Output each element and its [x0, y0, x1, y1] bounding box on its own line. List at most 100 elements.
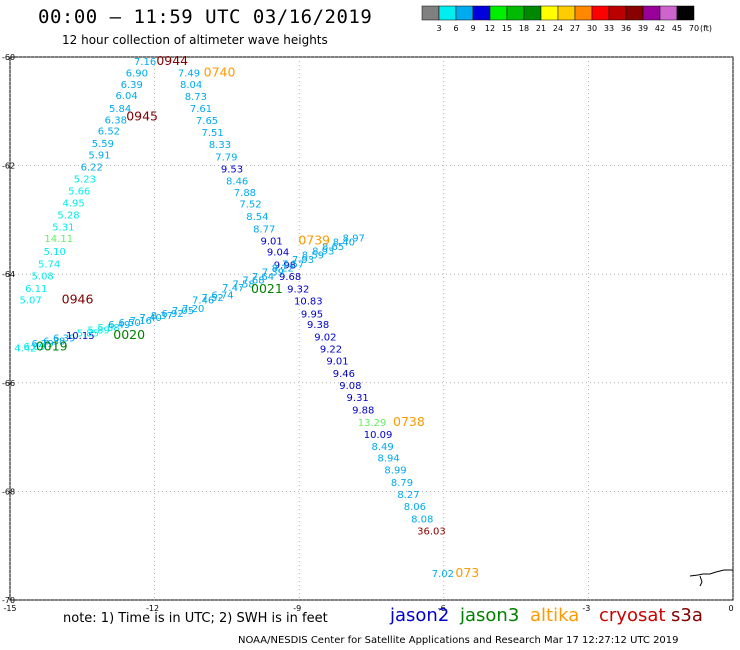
wave-height-value: 7.88	[234, 188, 256, 199]
wave-height-value: 5.88	[97, 323, 119, 334]
x-tick-label: -15	[3, 604, 16, 613]
pass-time-label: 0739	[298, 233, 330, 248]
legend-jason3: jason3	[460, 605, 520, 626]
legend-altika: altika	[530, 605, 580, 626]
wave-height-value: 7.79	[215, 152, 237, 163]
wave-height-value: 6.04	[115, 91, 137, 102]
colorbar-swatch	[506, 5, 525, 21]
colorbar-swatch	[557, 5, 576, 21]
x-tick-label: -9	[293, 604, 301, 613]
axis-ticks: -15 -12 -9 -6 -3 0 -60 -62 -64 -66 -68 -70	[2, 53, 734, 613]
wave-height-value: 7.58	[232, 279, 254, 290]
colorbar-label: 45	[672, 24, 682, 33]
pass-time-label: 0944	[156, 53, 188, 68]
wave-height-value: 9.31	[347, 393, 369, 404]
pass-time-label: 0945	[126, 109, 158, 124]
y-tick-label: -68	[2, 487, 15, 496]
x-tick-label: 0	[728, 604, 733, 613]
y-tick-label: -62	[2, 162, 15, 171]
colorbar-swatch	[608, 5, 627, 21]
wave-height-value: 7.47	[222, 283, 244, 294]
wave-height-value: 7.68	[242, 276, 264, 287]
wave-height-value: 6.52	[98, 126, 120, 137]
page-subtitle: 12 hour collection of altimeter wave hei…	[62, 33, 328, 47]
wave-height-value: 4.95	[63, 199, 85, 210]
wave-height-value: 9.53	[221, 164, 243, 175]
colorbar-swatch	[574, 5, 593, 21]
wave-height-value: 8.94	[378, 454, 400, 465]
colorbar-label: 39	[638, 24, 648, 33]
pass-time-label: 0019	[36, 338, 68, 353]
wave-height-value: 6.90	[126, 69, 148, 80]
wave-height-value: 9.32	[287, 284, 309, 295]
wave-height-value: 9.01	[326, 357, 348, 368]
wave-height-value: 9.46	[333, 369, 355, 380]
wave-height-value: 6.92	[161, 309, 183, 320]
colorbar-label: 42	[655, 24, 665, 33]
y-tick-label: -64	[2, 270, 15, 279]
wave-height-value: 5.59	[92, 139, 114, 150]
footnote: note: 1) Time is in UTC; 2) SWH is in fe…	[63, 611, 328, 626]
wave-height-value: 9.08	[339, 381, 361, 392]
wave-height-value: 5.23	[74, 175, 96, 186]
wave-height-value: 7.57	[282, 259, 304, 270]
colorbar-label: 9	[470, 24, 475, 33]
wave-height-value: 4.42	[14, 344, 36, 355]
wave-height-value: 5.89	[87, 326, 109, 337]
colorbar-label: 27	[570, 24, 580, 33]
wave-height-value: 8.77	[253, 225, 275, 236]
colorbar-label: 3	[436, 24, 441, 33]
wave-height-value: 6.39	[53, 334, 75, 345]
wave-height-value: 9.38	[307, 320, 329, 331]
wave-height-value: 9.02	[314, 333, 336, 344]
colorbar-label: 24	[553, 24, 563, 33]
wave-height-value: 8.22	[272, 264, 294, 275]
wave-height-value: 7.51	[202, 128, 224, 139]
wave-height-value: 8.93	[312, 246, 334, 257]
wave-height-value: 7.16	[130, 316, 152, 327]
wave-height-value: 7.16	[134, 57, 156, 68]
wave-height-value: 8.59	[302, 251, 324, 262]
wave-height-value: 36.03	[417, 526, 446, 537]
wave-height-value: 6.50	[118, 318, 140, 329]
colorbar-label: 70	[689, 24, 699, 33]
colorbar-label: 30	[587, 24, 597, 33]
legend-s3a: s3a	[671, 605, 703, 626]
colorbar-swatch	[642, 5, 661, 21]
color-scale-legend: 3 6 9 12 15 18 21 24 27 30 33 36 39 42 45 70 (ft)	[421, 5, 712, 33]
colorbar-swatch	[659, 5, 678, 21]
wave-height-value: 10.83	[294, 296, 323, 307]
wave-height-value: 5.74	[38, 259, 60, 270]
map-grid	[9, 56, 734, 601]
wave-height-value: 10.09	[364, 430, 393, 441]
wave-height-value: 5.31	[52, 222, 74, 233]
wave-height-value: 8.65	[322, 242, 344, 253]
wave-height-points: 7.166.906.396.045.846.386.525.595.916.22…	[14, 57, 454, 580]
x-tick-label: -6	[438, 604, 446, 613]
plot-frame	[9, 56, 734, 601]
pass-time-label: 0738	[393, 414, 425, 429]
colorbar-label: 18	[519, 24, 529, 33]
colorbar-swatch	[625, 5, 644, 21]
wave-height-value: 9.22	[320, 345, 342, 356]
wave-height-value: 8.46	[226, 176, 248, 187]
colorbar-label: 15	[502, 24, 512, 33]
pass-time-label: 0020	[113, 327, 145, 342]
legend-jason2: jason2	[390, 605, 450, 626]
colorbar-swatch	[676, 5, 695, 21]
wave-height-value: 7.05	[172, 306, 194, 317]
wave-height-value: 7.49	[178, 69, 200, 80]
wave-height-value: 8.37	[151, 311, 173, 322]
wave-height-value: 8.06	[404, 502, 426, 513]
colorbar-swatch	[472, 5, 491, 21]
credit-line: NOAA/NESDIS Center for Satellite Applica…	[238, 635, 679, 646]
wave-height-value: 5.28	[57, 210, 79, 221]
wave-height-value: 6.11	[25, 284, 47, 295]
colorbar-label: 6	[453, 24, 458, 33]
coastline-segment	[699, 575, 703, 587]
wave-height-value: 8.99	[384, 466, 406, 477]
legend-cryosat: cryosat	[599, 605, 666, 626]
wave-height-value: 8.08	[411, 515, 433, 526]
wave-height-value: 7.40	[140, 313, 162, 324]
